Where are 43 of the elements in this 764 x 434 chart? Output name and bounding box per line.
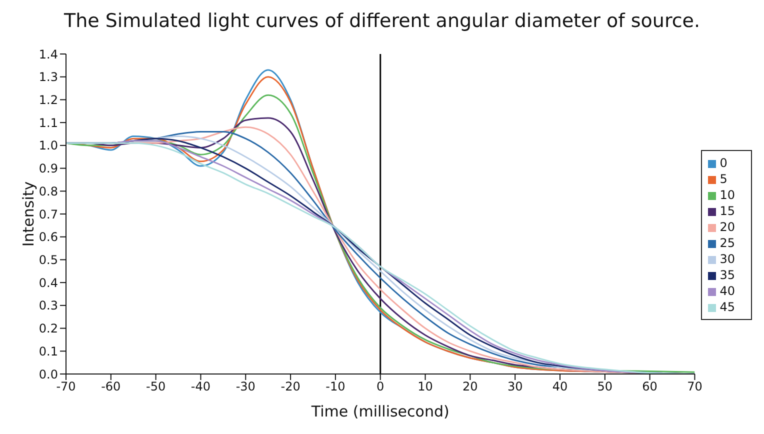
x-tick-label: -50 [146, 380, 166, 394]
x-tick-label: 50 [597, 380, 613, 394]
x-tick-label: 20 [462, 380, 478, 394]
y-tick-label: 1.3 [38, 70, 58, 84]
x-axis-title: Time (millisecond) [310, 402, 450, 421]
y-tick-label: 0.3 [38, 298, 58, 313]
y-tick-label: 0.4 [38, 276, 58, 290]
legend-label: 25 [720, 236, 735, 250]
y-axis-title: Intensity [19, 181, 38, 247]
y-tick-label: 0.7 [38, 207, 58, 222]
y-tick-label: 1.4 [38, 47, 58, 62]
x-tick-label: -20 [280, 380, 300, 394]
legend-label: 45 [720, 300, 735, 314]
y-tick-label: 1.1 [38, 116, 58, 130]
y-tick-label: 0.1 [38, 344, 58, 358]
legend-label: 35 [720, 268, 735, 282]
x-tick-label: 70 [687, 380, 702, 394]
y-tick-label: 0.8 [38, 184, 58, 198]
x-tick-label: -40 [190, 380, 211, 394]
y-tick-label: 0.9 [38, 162, 58, 176]
legend-label: 15 [720, 204, 735, 218]
y-tick-label: 0.6 [38, 230, 58, 244]
x-tick-label: 10 [418, 380, 433, 394]
x-tick-label: -70 [56, 380, 76, 394]
y-tick-label: 0.0 [38, 367, 58, 382]
x-tick-label: -60 [101, 380, 121, 394]
x-tick-label: 60 [642, 380, 658, 394]
x-tick-label: 0 [376, 380, 384, 394]
x-tick-label: -30 [236, 380, 256, 394]
y-tick-label: 1.0 [38, 138, 58, 153]
legend-label: 10 [720, 188, 735, 202]
legend-label: 30 [720, 252, 735, 266]
legend-label: 0 [720, 156, 728, 170]
legend-label: 20 [720, 220, 735, 234]
y-tick-label: 0.5 [38, 252, 58, 267]
legend-label: 5 [720, 172, 728, 186]
legend-label: 40 [720, 284, 735, 298]
x-tick-label: 40 [552, 380, 568, 394]
y-tick-label: 1.2 [38, 92, 58, 107]
y-tick-label: 0.2 [38, 322, 58, 336]
x-tick-label: -10 [326, 380, 346, 394]
x-tick-label: 30 [507, 380, 523, 394]
chart-title: The Simulated light curves of different angular diameter of source. [62, 9, 702, 34]
